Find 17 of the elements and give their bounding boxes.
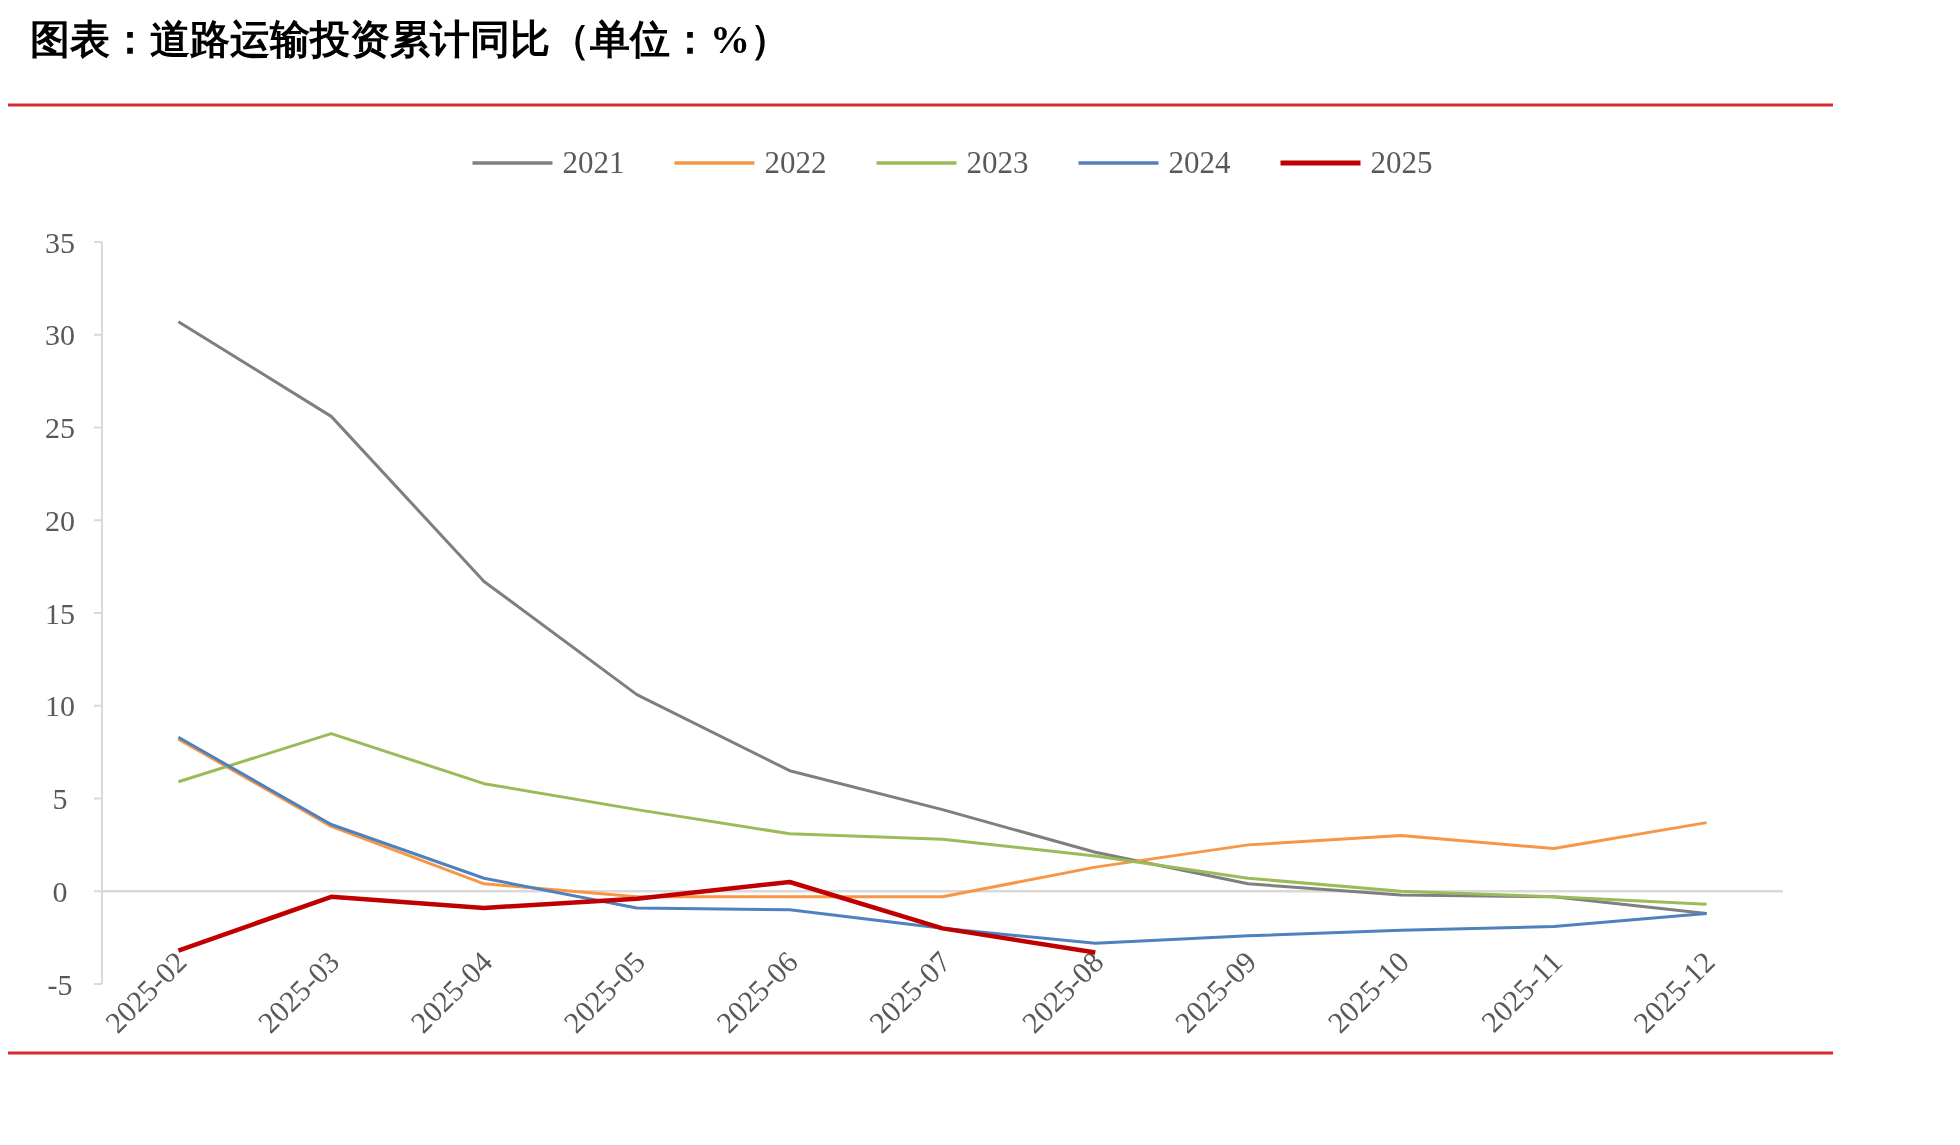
y-tick-label: 0 bbox=[52, 874, 68, 908]
chart-title: 图表：道路运输投资累计同比（单位：%） bbox=[30, 17, 790, 62]
y-tick-label: 35 bbox=[45, 225, 75, 259]
y-tick-label: -5 bbox=[47, 967, 73, 1001]
y-tick-label: 25 bbox=[45, 411, 75, 444]
legend-label: 2025 bbox=[1370, 145, 1433, 180]
y-tick-label: 15 bbox=[45, 596, 75, 630]
y-tick-label: 20 bbox=[45, 503, 75, 537]
legend-label: 2024 bbox=[1168, 145, 1231, 180]
legend-label: 2021 bbox=[562, 145, 625, 180]
legend-label: 2022 bbox=[764, 145, 827, 180]
y-tick-label: 10 bbox=[45, 689, 75, 723]
line-series bbox=[176, 735, 1709, 945]
legend-label: 2023 bbox=[966, 145, 1029, 180]
y-tick-label: 30 bbox=[45, 318, 75, 352]
line-series bbox=[176, 320, 1709, 916]
y-tick-label: 5 bbox=[52, 782, 68, 815]
